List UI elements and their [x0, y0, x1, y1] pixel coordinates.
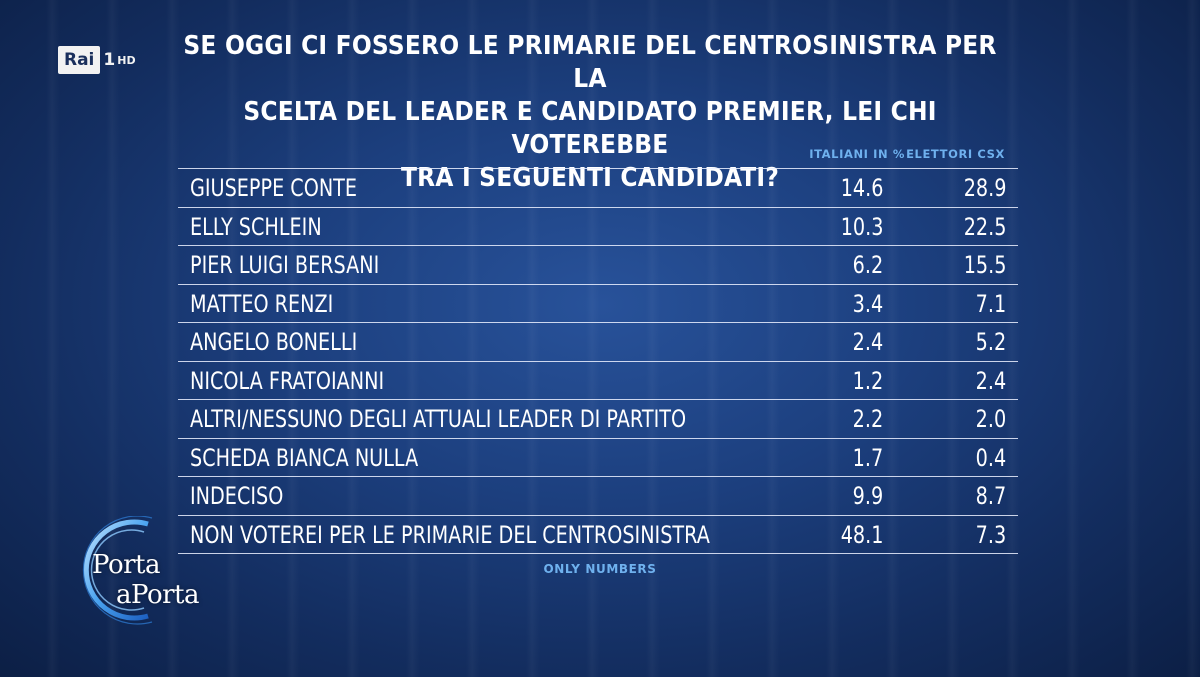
value-elettori-csx: 15.5: [963, 251, 1006, 279]
table-row: NICOLA FRATOIANNI 1.2 2.4: [178, 360, 1018, 400]
value-italiani: 1.2: [852, 366, 883, 395]
table-row: NON VOTEREI PER LE PRIMARIE DEL CENTROSI…: [178, 514, 1018, 554]
value-italiani: 9.9: [852, 482, 883, 510]
column-header-italiani: ITALIANI IN %: [809, 147, 905, 161]
show-logo-word-aporta: aPorta: [116, 580, 199, 610]
column-header-elettori-csx: ELETTORI CSX: [906, 147, 1005, 161]
footnote: ONLY NUMBERS: [543, 562, 657, 576]
channel-quality: HD: [117, 53, 136, 67]
row-label: SCHEDA BIANCA NULLA: [190, 443, 419, 472]
row-label: PIER LUIGI BERSANI: [190, 251, 380, 279]
table-row: INDECISO 9.9 8.7: [178, 476, 1018, 515]
value-italiani: 14.6: [840, 174, 883, 202]
poll-question-title: SE OGGI CI FOSSERO LE PRIMARIE DEL CENTR…: [183, 31, 997, 193]
value-elettori-csx: 5.2: [975, 328, 1006, 356]
value-elettori-csx: 2.0: [975, 405, 1006, 433]
row-label: MATTEO RENZI: [190, 289, 334, 318]
channel-number: 1: [103, 50, 116, 70]
value-elettori-csx: 28.9: [963, 174, 1006, 202]
show-logo-word-porta: Porta: [92, 550, 160, 580]
channel-logo: Rai 1 HD: [58, 46, 136, 74]
row-label: INDECISO: [190, 482, 284, 510]
row-label: ELLY SCHLEIN: [190, 212, 322, 241]
value-elettori-csx: 22.5: [963, 212, 1006, 241]
row-label: ANGELO BONELLI: [190, 328, 358, 356]
value-elettori-csx: 2.4: [975, 366, 1006, 395]
table-row: GIUSEPPE CONTE 14.6 28.9: [178, 168, 1018, 207]
value-italiani: 10.3: [840, 212, 883, 241]
show-logo: Porta aPorta: [56, 516, 216, 626]
value-italiani: 2.2: [852, 405, 883, 433]
row-label: NON VOTEREI PER LE PRIMARIE DEL CENTROSI…: [190, 520, 710, 549]
table-row: PIER LUIGI BERSANI 6.2 15.5: [178, 245, 1018, 284]
table-row: ANGELO BONELLI 2.4 5.2: [178, 322, 1018, 361]
value-italiani: 1.7: [852, 443, 883, 472]
table-row: ALTRI/NESSUNO DEGLI ATTUALI LEADER DI PA…: [178, 399, 1018, 438]
show-logo-ring-icon: [82, 516, 153, 625]
table-row: SCHEDA BIANCA NULLA 1.7 0.4: [178, 437, 1018, 477]
row-label: GIUSEPPE CONTE: [190, 174, 358, 202]
value-italiani: 48.1: [840, 520, 883, 549]
value-elettori-csx: 7.3: [975, 520, 1006, 549]
table-row: ELLY SCHLEIN 10.3 22.5: [178, 206, 1018, 246]
value-elettori-csx: 0.4: [975, 443, 1006, 472]
value-elettori-csx: 7.1: [975, 289, 1006, 318]
value-elettori-csx: 8.7: [975, 482, 1006, 510]
value-italiani: 3.4: [852, 289, 883, 318]
row-label: NICOLA FRATOIANNI: [190, 366, 385, 395]
results-table: GIUSEPPE CONTE 14.6 28.9 ELLY SCHLEIN 10.3 22…: [178, 168, 1018, 554]
value-italiani: 2.4: [852, 328, 883, 356]
value-italiani: 6.2: [852, 251, 883, 279]
table-row: MATTEO RENZI 3.4 7.1: [178, 283, 1018, 323]
channel-brand: Rai: [58, 46, 101, 74]
row-label: ALTRI/NESSUNO DEGLI ATTUALI LEADER DI PA…: [190, 405, 687, 433]
